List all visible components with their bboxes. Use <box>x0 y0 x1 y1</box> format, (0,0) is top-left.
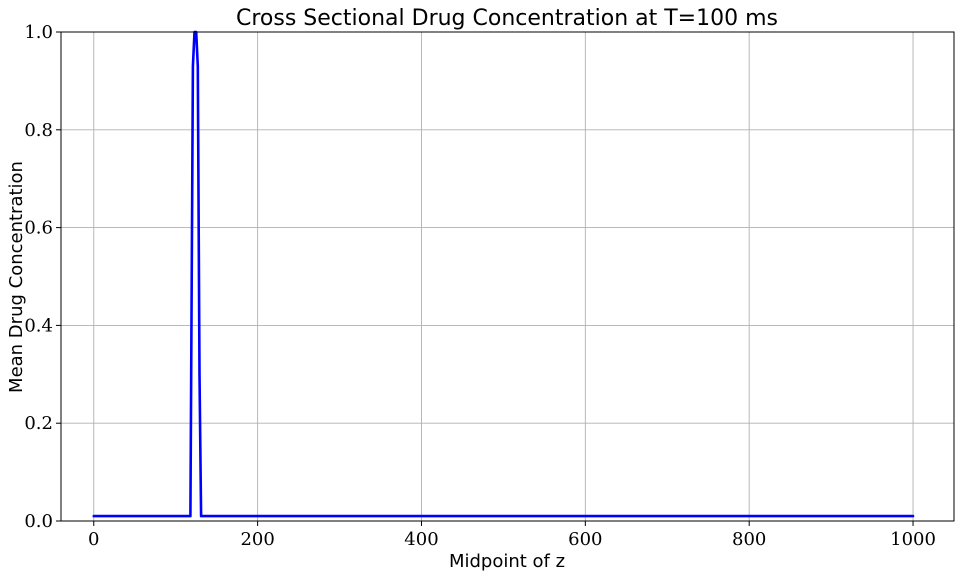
y-tick-label: 0.0 <box>24 511 53 532</box>
series-line <box>92 30 915 518</box>
x-axis-label: Midpoint of z <box>449 551 565 572</box>
x-tick-label: 400 <box>404 529 438 550</box>
y-tick-label: 1.0 <box>24 22 53 43</box>
chart-title: Cross Sectional Drug Concentration at T=… <box>236 6 778 31</box>
plot-frame <box>60 31 955 522</box>
grid-layer <box>61 31 954 522</box>
x-tick-label: 1000 <box>890 529 936 550</box>
y-tick-label: 0.6 <box>24 218 53 239</box>
x-tick-label: 600 <box>568 529 602 550</box>
x-tick-label: 200 <box>240 529 274 550</box>
y-tick-label: 0.4 <box>24 315 53 336</box>
y-axis-label: Mean Drug Concentration <box>6 161 27 393</box>
series-layer <box>92 30 915 518</box>
tick-layer: 0 200 400 600 800 1000 0.0 0.2 0.4 0.6 0.8 1.0 <box>24 22 936 550</box>
y-tick-label: 0.2 <box>24 413 53 434</box>
x-tick-label: 800 <box>732 529 766 550</box>
y-tick-label: 0.8 <box>24 120 53 141</box>
x-tick-label: 0 <box>88 529 99 550</box>
